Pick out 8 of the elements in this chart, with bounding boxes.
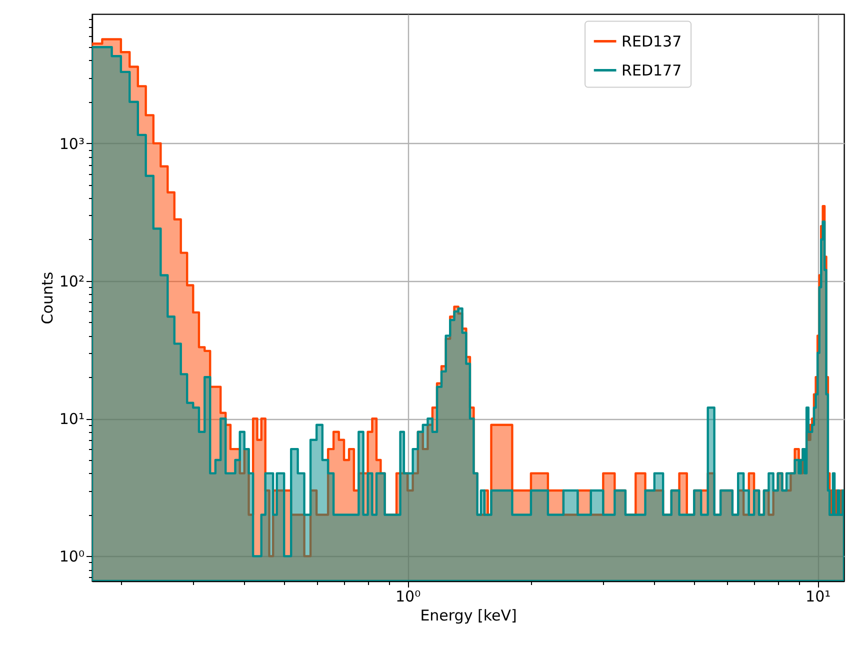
y-tick-label: 10⁰ [59, 548, 84, 566]
x-axis-title: Energy [keV] [420, 606, 517, 624]
y-tick-label: 10² [59, 272, 84, 290]
legend-label: RED137 [622, 32, 682, 50]
y-tick-label: 10³ [59, 134, 84, 153]
legend-label: RED177 [622, 61, 682, 80]
y-axis-title: Counts [38, 272, 56, 324]
y-tick-label: 10¹ [59, 410, 84, 428]
